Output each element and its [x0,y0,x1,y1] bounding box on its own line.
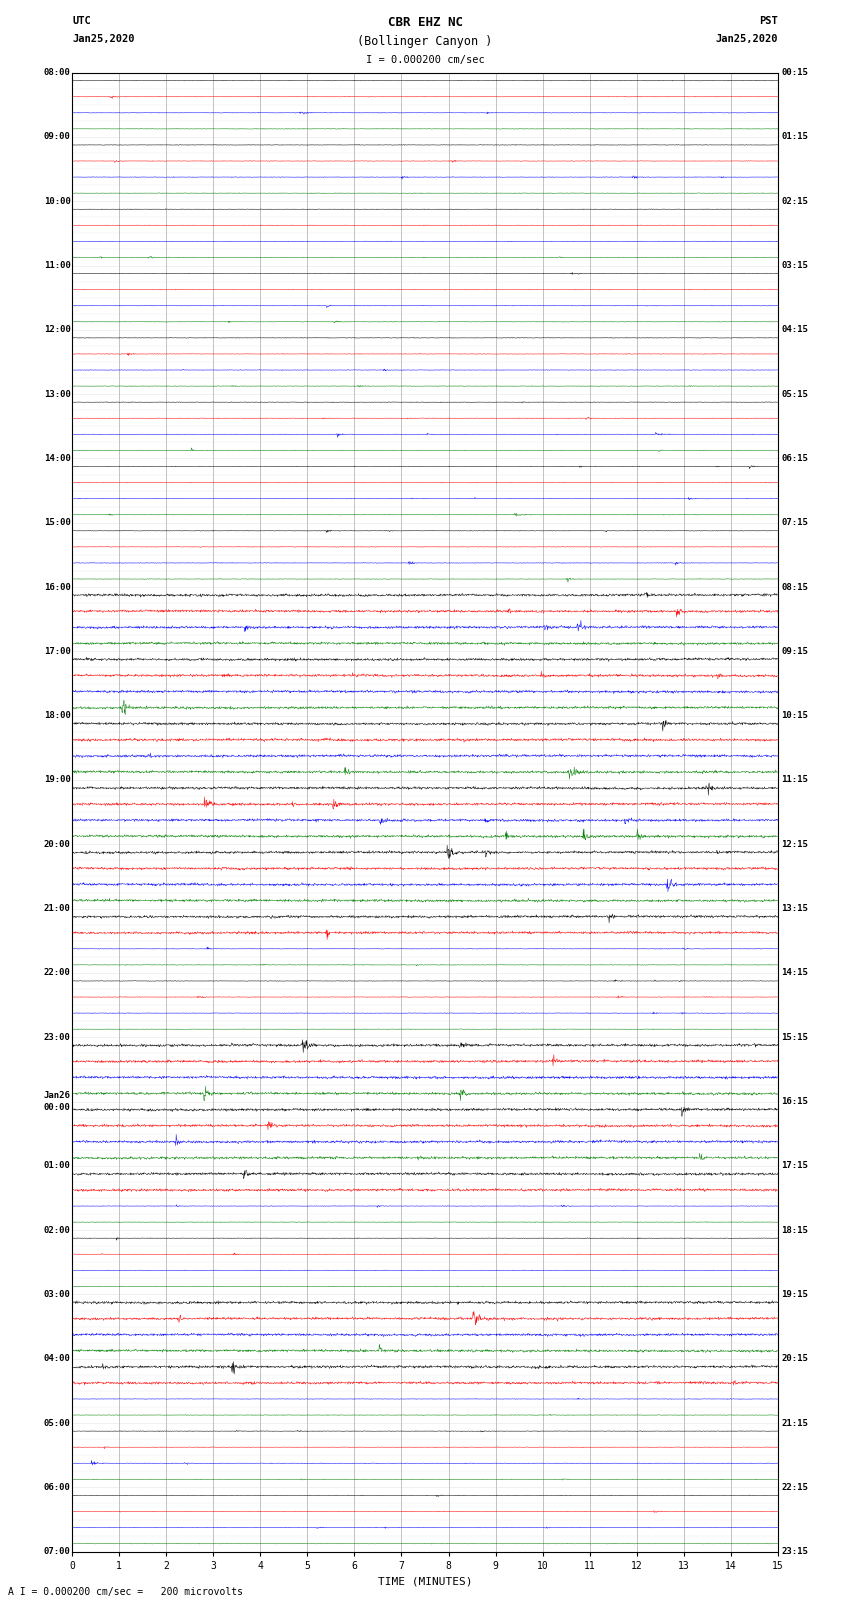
Text: 22:00: 22:00 [43,968,71,977]
Text: 17:15: 17:15 [781,1161,808,1171]
Text: 11:00: 11:00 [43,261,71,269]
Text: 18:15: 18:15 [781,1226,808,1234]
Text: 20:00: 20:00 [43,840,71,848]
Text: A I = 0.000200 cm/sec =   200 microvolts: A I = 0.000200 cm/sec = 200 microvolts [8,1587,243,1597]
Text: 04:00: 04:00 [43,1355,71,1363]
Text: 01:15: 01:15 [781,132,808,142]
Text: 21:15: 21:15 [781,1418,808,1428]
Text: 02:00: 02:00 [43,1226,71,1234]
Text: 05:00: 05:00 [43,1418,71,1428]
Text: 05:15: 05:15 [781,390,808,398]
Text: 00:00: 00:00 [43,1103,71,1111]
Text: 03:00: 03:00 [43,1290,71,1298]
Text: 12:15: 12:15 [781,840,808,848]
Text: 11:15: 11:15 [781,776,808,784]
Text: 16:15: 16:15 [781,1097,808,1107]
Text: 08:15: 08:15 [781,582,808,592]
Text: I = 0.000200 cm/sec: I = 0.000200 cm/sec [366,55,484,65]
Text: PST: PST [759,16,778,26]
Text: 04:15: 04:15 [781,326,808,334]
Text: 19:00: 19:00 [43,776,71,784]
Text: UTC: UTC [72,16,91,26]
Text: 23:00: 23:00 [43,1032,71,1042]
Text: 02:15: 02:15 [781,197,808,206]
Text: 06:15: 06:15 [781,453,808,463]
Text: 13:00: 13:00 [43,390,71,398]
Text: 01:00: 01:00 [43,1161,71,1171]
X-axis label: TIME (MINUTES): TIME (MINUTES) [377,1576,473,1586]
Text: 07:15: 07:15 [781,518,808,527]
Text: 06:00: 06:00 [43,1482,71,1492]
Text: CBR EHZ NC: CBR EHZ NC [388,16,462,29]
Text: 13:15: 13:15 [781,905,808,913]
Text: 14:15: 14:15 [781,968,808,977]
Text: Jan26: Jan26 [43,1090,71,1100]
Text: 09:00: 09:00 [43,132,71,142]
Text: 09:15: 09:15 [781,647,808,656]
Text: 15:15: 15:15 [781,1032,808,1042]
Text: Jan25,2020: Jan25,2020 [72,34,135,44]
Text: 23:15: 23:15 [781,1547,808,1557]
Text: 08:00: 08:00 [43,68,71,77]
Text: 21:00: 21:00 [43,905,71,913]
Text: 14:00: 14:00 [43,453,71,463]
Text: 10:00: 10:00 [43,197,71,206]
Text: 16:00: 16:00 [43,582,71,592]
Text: 03:15: 03:15 [781,261,808,269]
Text: 17:00: 17:00 [43,647,71,656]
Text: 10:15: 10:15 [781,711,808,719]
Text: 18:00: 18:00 [43,711,71,719]
Text: (Bollinger Canyon ): (Bollinger Canyon ) [357,35,493,48]
Text: Jan25,2020: Jan25,2020 [715,34,778,44]
Text: 20:15: 20:15 [781,1355,808,1363]
Text: 12:00: 12:00 [43,326,71,334]
Text: 07:00: 07:00 [43,1547,71,1557]
Text: 15:00: 15:00 [43,518,71,527]
Text: 19:15: 19:15 [781,1290,808,1298]
Text: 00:15: 00:15 [781,68,808,77]
Text: 22:15: 22:15 [781,1482,808,1492]
